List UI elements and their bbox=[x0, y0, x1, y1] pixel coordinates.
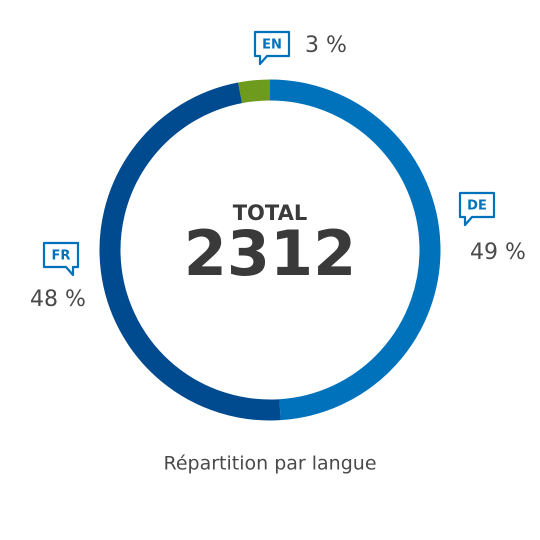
total: 2312 bbox=[184, 217, 357, 290]
donut-segment bbox=[269, 79, 441, 421]
speech-bubble bbox=[458, 191, 496, 227]
category-label: EN bbox=[262, 38, 282, 53]
donut-segment bbox=[99, 82, 281, 421]
category-label: DE bbox=[467, 199, 487, 214]
value-label: 48 % bbox=[30, 287, 86, 312]
chart-caption: Répartition par langue bbox=[163, 453, 376, 475]
speech-bubble bbox=[253, 30, 291, 66]
donut-segment bbox=[238, 79, 271, 104]
value-label: 49 % bbox=[470, 240, 526, 265]
value-label: 3 % bbox=[305, 33, 347, 58]
center-label: TOTAL bbox=[233, 201, 308, 225]
category-label: FR bbox=[52, 249, 71, 264]
speech-bubble bbox=[42, 241, 80, 277]
